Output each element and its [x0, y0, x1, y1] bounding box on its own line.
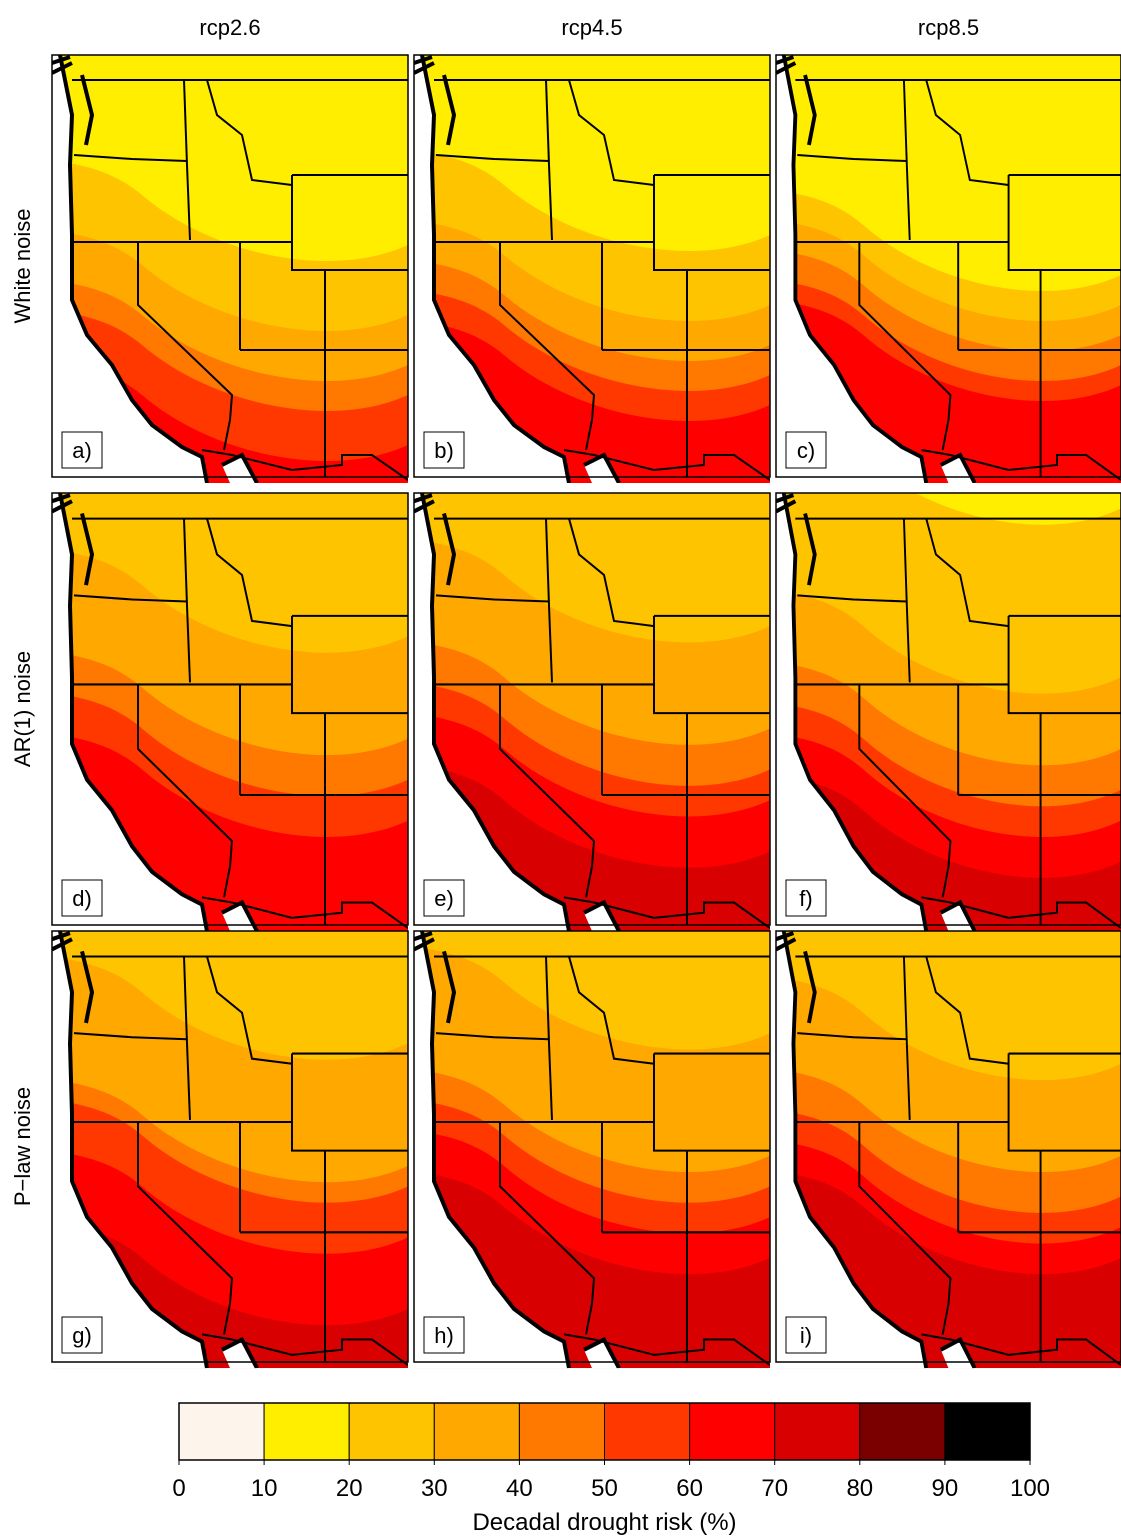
- panel-frame: [51, 54, 409, 478]
- colorbar-bin: [689, 1402, 776, 1461]
- panel-label: a): [72, 438, 92, 463]
- colorbar-tick-label: 70: [761, 1475, 788, 1502]
- colorbar-tick-label: 30: [421, 1475, 448, 1502]
- map-panel: i): [775, 930, 1121, 1368]
- map-field: [776, 55, 1121, 483]
- row-header: AR(1) noise: [10, 651, 35, 767]
- map-field: [52, 55, 408, 483]
- panel-label-box: [61, 431, 103, 469]
- panel-label: h): [434, 1323, 454, 1348]
- map-panel: b): [413, 54, 771, 483]
- column-header: rcp2.6: [199, 15, 260, 40]
- map-panel: h): [413, 930, 771, 1368]
- colorbar-bin: [518, 1402, 606, 1461]
- panel-frame: [775, 492, 1121, 926]
- risk-zone: [414, 493, 770, 643]
- panel-label-box: [423, 879, 465, 917]
- panel-frame: [775, 930, 1121, 1363]
- colorbar-tick-label: 40: [506, 1475, 533, 1502]
- map-panel: c): [775, 54, 1121, 483]
- panel-frame: [51, 492, 409, 926]
- colorbar-label: Decadal drought risk (%): [472, 1509, 736, 1536]
- panel-label: d): [72, 886, 92, 911]
- colorbar-tick-label: 100: [1010, 1475, 1050, 1502]
- map-panel: g): [51, 930, 409, 1368]
- row-header: White noise: [10, 209, 35, 324]
- panel-label-box: [785, 1316, 827, 1354]
- panel-frame: [413, 930, 771, 1363]
- colorbar-tick-label: 90: [932, 1475, 959, 1502]
- risk-zone: [776, 493, 1121, 694]
- risk-zone: [776, 931, 1121, 1081]
- map-field: [414, 931, 770, 1368]
- colorbar-bin: [944, 1402, 1031, 1461]
- panel-frame: [775, 54, 1121, 478]
- map-field: [414, 493, 770, 932]
- map-panel: f): [775, 492, 1121, 932]
- panel-label-box: [61, 1316, 103, 1354]
- colorbar-bin: [178, 1402, 265, 1461]
- panel-label: e): [434, 886, 454, 911]
- panel-label-box: [423, 1316, 465, 1354]
- map-panel: e): [413, 492, 771, 932]
- panel-label: f): [799, 886, 812, 911]
- panel-frame: [51, 930, 409, 1363]
- colorbar-bin: [348, 1402, 435, 1461]
- map-field: [414, 55, 770, 483]
- map-panel: a): [51, 54, 409, 483]
- panel-label-box: [61, 879, 103, 917]
- map-field: [776, 931, 1121, 1368]
- column-header: rcp4.5: [561, 15, 622, 40]
- colorbar-tick-label: 80: [846, 1475, 873, 1502]
- map-panel: d): [51, 492, 409, 932]
- colorbar-tick-label: 10: [251, 1475, 278, 1502]
- panel-label: b): [434, 438, 454, 463]
- colorbar-tick-label: 60: [676, 1475, 703, 1502]
- panel-label-box: [785, 879, 827, 917]
- colorbar-tick-label: 0: [172, 1475, 185, 1502]
- colorbar-bin: [263, 1402, 350, 1461]
- colorbar-bin: [433, 1402, 520, 1461]
- risk-zone: [776, 493, 1121, 525]
- panel-frame: [413, 492, 771, 926]
- map-field: [776, 493, 1121, 932]
- colorbar-tick-label: 50: [591, 1475, 618, 1502]
- panel-frame: [413, 54, 771, 478]
- panel-label: i): [800, 1323, 812, 1348]
- panel-label-box: [785, 431, 827, 469]
- risk-zone: [52, 55, 408, 261]
- map-field: [52, 931, 408, 1368]
- risk-zone: [52, 493, 408, 653]
- risk-zone: [52, 931, 408, 1060]
- colorbar-bin: [774, 1402, 861, 1461]
- risk-zone: [414, 55, 770, 251]
- panel-label: c): [797, 438, 815, 463]
- panel-label: g): [72, 1323, 92, 1348]
- risk-zone: [414, 931, 770, 1050]
- risk-zone: [776, 55, 1121, 291]
- row-header: P−law noise: [10, 1087, 35, 1206]
- colorbar-bin: [859, 1402, 946, 1461]
- map-field: [52, 493, 408, 932]
- colorbar-bin: [604, 1402, 691, 1461]
- column-header: rcp8.5: [918, 15, 979, 40]
- colorbar-tick-label: 20: [336, 1475, 363, 1502]
- panel-label-box: [423, 431, 465, 469]
